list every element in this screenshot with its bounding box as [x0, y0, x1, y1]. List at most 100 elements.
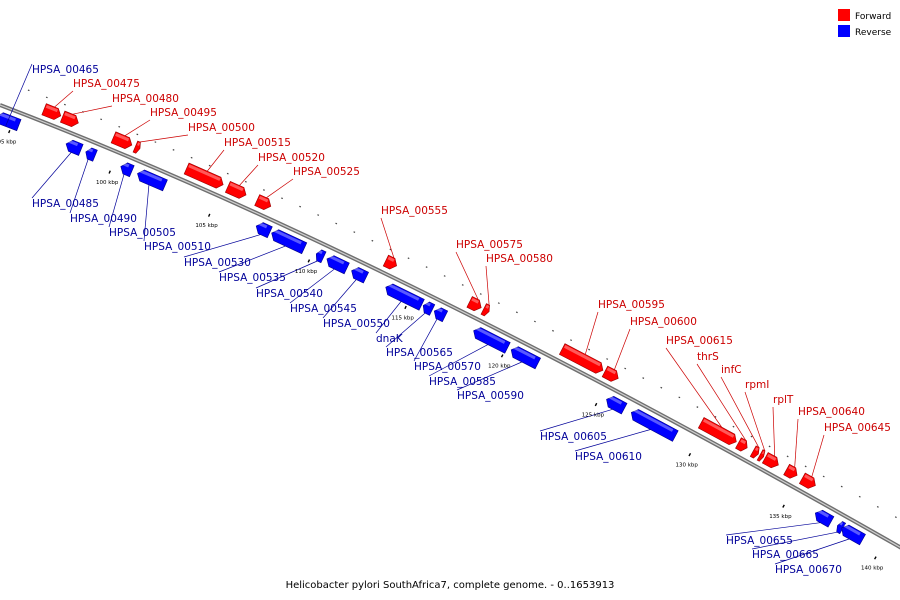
gene-feature[interactable] — [41, 103, 63, 122]
gene-label[interactable]: HPSA_00475 — [73, 78, 140, 90]
gene-feature[interactable] — [558, 343, 605, 376]
gene-label[interactable]: HPSA_00490 — [70, 213, 137, 225]
gene-feature[interactable] — [783, 463, 800, 480]
gene-label[interactable]: infC — [721, 364, 742, 376]
gene-label[interactable]: thrS — [697, 351, 719, 363]
gene-label[interactable]: HPSA_00510 — [144, 241, 211, 253]
gene-arrow-shine — [740, 439, 747, 445]
gene-feature[interactable] — [110, 131, 134, 151]
gene-label[interactable]: HPSA_00610 — [575, 451, 642, 463]
gene-feature[interactable] — [471, 325, 511, 354]
gene-arrow-shine — [512, 345, 536, 360]
gene-label[interactable]: HPSA_00645 — [824, 422, 891, 434]
gene-feature[interactable] — [604, 394, 628, 415]
gene-feature[interactable] — [183, 162, 225, 190]
gene-arrow-shine — [67, 139, 79, 147]
gene-label[interactable]: HPSA_00580 — [486, 253, 553, 265]
kbp-tick — [108, 170, 111, 174]
gene-label[interactable]: HPSA_00655 — [726, 535, 793, 547]
gene-feature[interactable] — [628, 407, 679, 442]
gene-label[interactable]: dnaK — [376, 333, 404, 345]
gene-feature[interactable] — [383, 282, 425, 311]
gene-feature[interactable] — [382, 254, 399, 271]
gene-feature[interactable] — [254, 194, 274, 212]
tick-dot — [786, 455, 789, 458]
gene-arrow — [315, 249, 327, 264]
gene-label[interactable]: HPSA_00525 — [293, 166, 360, 178]
gene-label[interactable]: HPSA_00585 — [429, 376, 496, 388]
gene-label[interactable]: HPSA_00575 — [456, 239, 523, 251]
gene-feature[interactable] — [839, 523, 866, 546]
label-leader-line — [207, 149, 225, 172]
kbp-label: 135 kbp — [769, 514, 792, 520]
label-leader-line — [744, 391, 766, 451]
gene-feature[interactable] — [697, 417, 739, 447]
gene-feature[interactable] — [64, 138, 84, 156]
gene-feature[interactable] — [601, 365, 621, 384]
gene-feature[interactable] — [761, 452, 781, 471]
gene-feature[interactable] — [314, 248, 327, 264]
gene-label[interactable]: HPSA_00505 — [109, 227, 176, 239]
gene-label[interactable]: HPSA_00485 — [32, 198, 99, 210]
gene-label[interactable]: HPSA_00540 — [256, 288, 323, 300]
gene-label[interactable]: HPSA_00595 — [598, 299, 665, 311]
gene-label[interactable]: HPSA_00615 — [666, 335, 733, 347]
gene-feature[interactable] — [118, 161, 135, 178]
gene-label[interactable]: HPSA_00535 — [219, 272, 286, 284]
gene-feature[interactable] — [466, 296, 484, 313]
gene-feature[interactable] — [269, 228, 308, 255]
gene-feature[interactable] — [324, 254, 350, 275]
gene-feature[interactable] — [421, 300, 436, 316]
gene-label[interactable]: HPSA_00570 — [414, 361, 481, 373]
gene-feature[interactable] — [0, 111, 22, 132]
genome-backbone-highlight — [0, 104, 900, 548]
gene-feature[interactable] — [132, 140, 142, 154]
gene-label[interactable]: HPSA_00670 — [775, 564, 842, 576]
gene-arrow — [422, 301, 436, 316]
gene-label[interactable]: HPSA_00665 — [752, 549, 819, 561]
gene-feature[interactable] — [480, 303, 492, 317]
gene-feature[interactable] — [508, 344, 542, 370]
gene-arrow — [271, 229, 308, 255]
gene-feature[interactable] — [254, 221, 273, 239]
gene-label[interactable]: HPSA_00530 — [184, 257, 251, 269]
gene-label[interactable]: HPSA_00590 — [457, 390, 524, 402]
gene-label[interactable]: HPSA_00600 — [630, 316, 697, 328]
tick-dot — [226, 172, 229, 175]
tick-dot — [552, 329, 554, 332]
gene-label[interactable]: rplT — [773, 394, 794, 406]
gene-label[interactable]: HPSA_00465 — [32, 64, 99, 76]
gene-feature[interactable] — [735, 437, 751, 453]
gene-arrow — [510, 346, 542, 370]
gene-label[interactable]: HPSA_00605 — [540, 431, 607, 443]
gene-label[interactable]: HPSA_00500 — [188, 122, 255, 134]
label-leader-line — [428, 344, 489, 377]
legend-forward-label: Forward — [855, 12, 891, 22]
gene-arrow — [433, 307, 449, 323]
gene-feature[interactable] — [749, 445, 761, 459]
gene-feature[interactable] — [812, 508, 835, 528]
gene-label[interactable]: HPSA_00480 — [112, 93, 179, 105]
kbp-scale-labels: 95 kbp 100 kbp 105 kbp 110 kbp 115 kbp 120 kb… — [0, 129, 884, 572]
gene-feature[interactable] — [224, 180, 248, 200]
gene-label[interactable]: HPSA_00555 — [381, 205, 448, 217]
gene-feature[interactable] — [432, 306, 449, 323]
gene-label[interactable]: HPSA_00565 — [386, 347, 453, 359]
gene-label[interactable]: HPSA_00550 — [323, 318, 390, 330]
tick-dot — [840, 485, 843, 488]
gene-label[interactable]: HPSA_00545 — [290, 303, 357, 315]
gene-feature[interactable] — [835, 520, 847, 535]
gene-feature[interactable] — [349, 265, 370, 284]
gene-label[interactable]: HPSA_00640 — [798, 406, 865, 418]
map-caption: Helicobacter pylori SouthAfrica7, comple… — [286, 580, 615, 591]
gene-feature[interactable] — [59, 110, 80, 128]
gene-label[interactable]: rpmI — [745, 379, 769, 391]
gene-label[interactable]: HPSA_00495 — [150, 107, 217, 119]
gene-feature[interactable] — [798, 472, 818, 491]
gene-label[interactable]: HPSA_00520 — [258, 152, 325, 164]
gene-label[interactable]: HPSA_00515 — [224, 137, 291, 149]
gene-feature[interactable] — [84, 146, 98, 162]
gene-feature[interactable] — [135, 168, 168, 192]
gene-arrow-shine — [258, 195, 269, 203]
gene-arrow-shine — [436, 307, 443, 313]
